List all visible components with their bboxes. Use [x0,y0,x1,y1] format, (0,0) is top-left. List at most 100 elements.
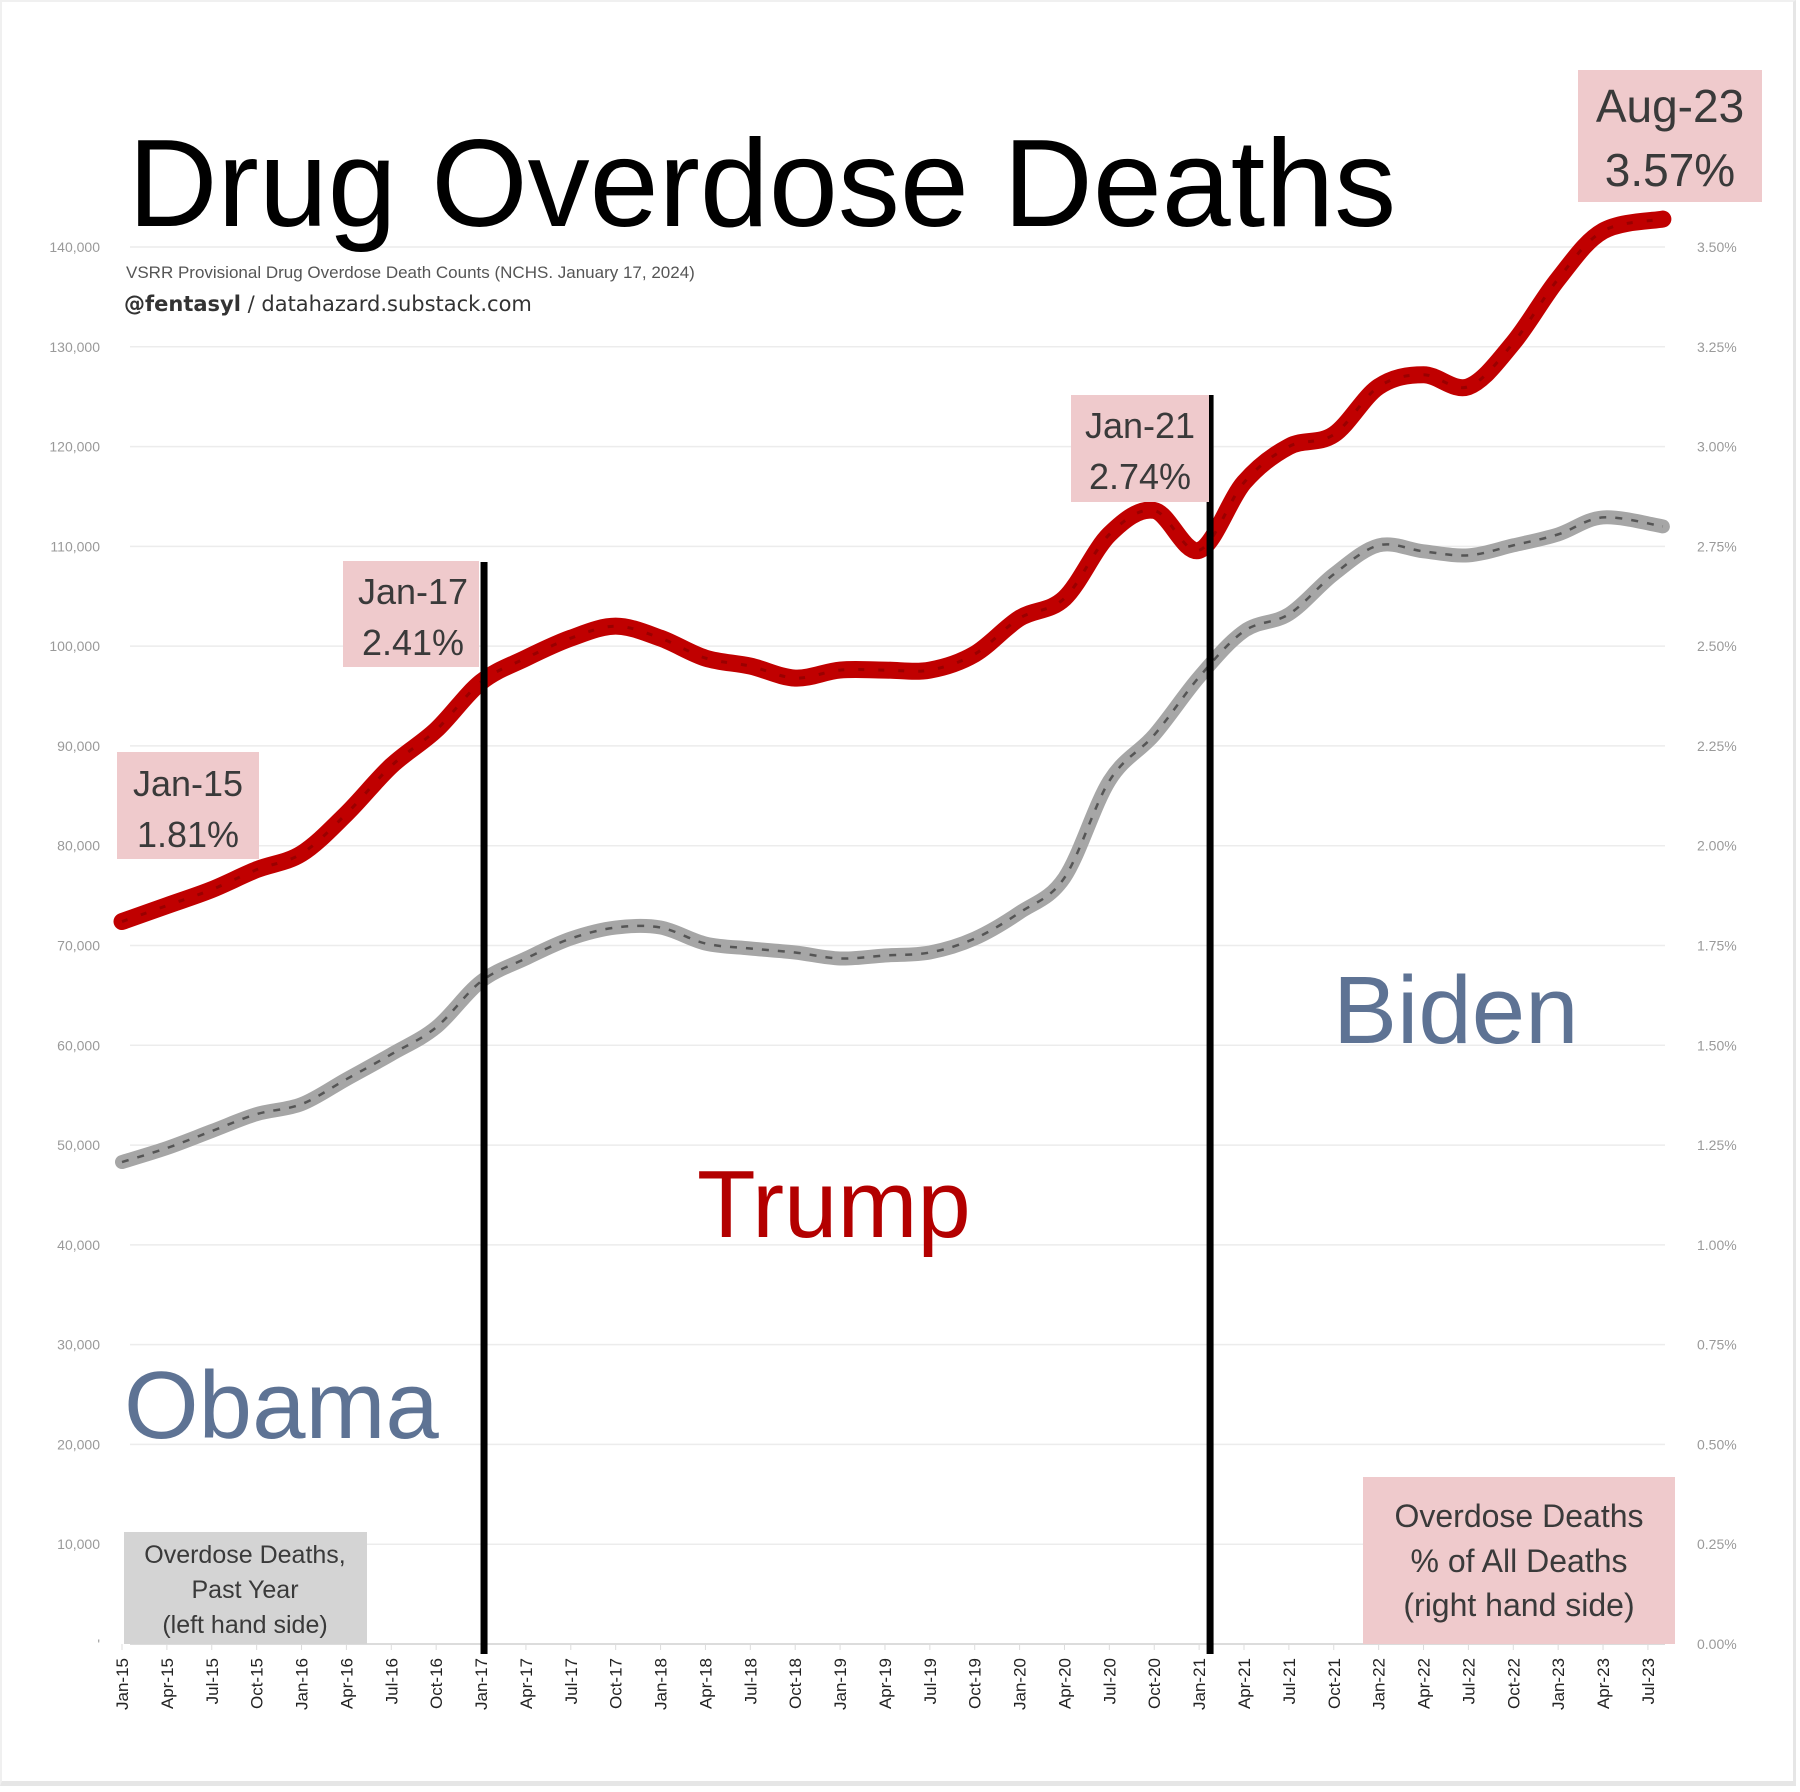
left-axis-ticks: ' 10,000 20,000 30,000 40,000 50,000 60,000 70,… [49,239,100,1652]
annotation-value: 2.41% [362,622,464,663]
era-dividers [480,395,1214,1654]
right-axis-tick-label: 2.25% [1697,738,1737,754]
legend-right-box [1363,1477,1675,1644]
left-axis-tick-label: 70,000 [57,938,100,954]
gridlines [130,246,1665,1645]
series-lines [113,210,1672,1170]
x-tick-label: Jan-15 [113,1658,132,1710]
left-axis-tick-label: 30,000 [57,1337,100,1353]
x-tick-label: Oct-15 [248,1658,267,1709]
right-axis-tick-label: 0.25% [1697,1536,1737,1552]
chart-title: Drug Overdose Deaths [128,115,1396,253]
right-axis-ticks: 0.00% 0.25% 0.50% 0.75% 1.00% 1.25% 1.50% 1.75%… [1697,239,1737,1652]
legend-right-line: Overdose Deaths [1394,1498,1643,1534]
right-axis-tick-label: 1.00% [1697,1237,1737,1253]
right-axis-tick-label: 0.75% [1697,1337,1737,1353]
x-tick-label: Oct-18 [786,1658,805,1709]
right-axis-tick-label: 2.50% [1697,638,1737,654]
annotation-date: Jan-15 [133,763,243,804]
series-line-deaths-markers [121,516,1664,1164]
x-tick-label: Jul-15 [203,1658,222,1704]
x-tick-label: Oct-16 [427,1658,446,1709]
annotation-date: Jan-17 [358,571,468,612]
right-axis-tick-label: 1.25% [1697,1137,1737,1153]
x-tick-label: Oct-22 [1504,1658,1523,1709]
right-axis-tick-label: 3.25% [1697,339,1737,355]
x-tick-label: Apr-23 [1594,1658,1613,1709]
left-axis-tick-label: 110,000 [50,538,100,554]
annotation-date: Aug-23 [1596,80,1744,132]
series-line-percent [113,210,1672,931]
right-axis-tick-label: 2.00% [1697,838,1737,854]
legend-right: Overdose Deaths % of All Deaths (right h… [1363,1477,1675,1644]
x-tick-label: Oct-20 [1145,1658,1164,1709]
left-axis-tick-label: 100,000 [49,638,100,654]
left-axis-tick-label: 120,000 [49,439,100,455]
chart-subtitle: VSRR Provisional Drug Overdose Death Cou… [126,263,695,282]
x-tick-label: Jan-22 [1370,1658,1389,1710]
left-axis-tick-label: ' [97,1636,100,1652]
right-axis-tick-label: 2.75% [1697,538,1737,554]
byline-separator: / [241,292,261,316]
annotation-date: Jan-21 [1085,405,1195,446]
annotation-box [1578,70,1762,202]
left-axis-tick-label: 10,000 [57,1536,100,1552]
legend-left-line: Overdose Deaths, [144,1541,346,1569]
x-axis-ticks: Jan-15 Apr-15 Jul-15 Oct-15 Jan-16 Apr-16 Jul-… [113,1644,1658,1710]
x-tick-label: Apr-21 [1235,1658,1254,1709]
x-tick-label: Apr-15 [158,1658,177,1709]
byline-site: datahazard.substack.com [261,292,532,316]
left-axis-tick-label: 60,000 [57,1037,100,1053]
x-tick-label: Apr-18 [696,1658,715,1709]
x-tick-label: Oct-19 [966,1658,985,1709]
legend-left-line: (left hand side) [162,1611,327,1639]
x-tick-label: Jan-23 [1549,1658,1568,1710]
x-tick-label: Jul-22 [1459,1658,1478,1704]
left-axis-tick-label: 80,000 [57,838,100,854]
left-axis-tick-label: 20,000 [57,1436,100,1452]
x-tick-label: Apr-20 [1055,1658,1074,1709]
annotation-box [1071,395,1209,502]
x-tick-label: Jul-19 [921,1658,940,1704]
x-tick-label: Jan-20 [1011,1658,1030,1710]
annotation-jan17: Jan-17 2.41% [343,561,479,667]
annotation-jan21: Jan-21 2.74% [1071,395,1209,502]
x-tick-label: Jan-17 [472,1658,491,1710]
right-axis-tick-label: 0.50% [1697,1436,1737,1452]
legend-right-line: (right hand side) [1403,1587,1634,1623]
left-axis-tick-label: 140,000 [49,239,100,255]
right-axis-tick-label: 0.00% [1697,1636,1737,1652]
x-tick-label: Jul-16 [382,1658,401,1704]
annotation-value: 1.81% [137,814,239,855]
annotation-aug23: Aug-23 3.57% [1578,70,1762,202]
right-axis-tick-label: 3.00% [1697,439,1737,455]
x-tick-label: Jan-21 [1190,1658,1209,1710]
x-tick-label: Jul-23 [1639,1658,1658,1704]
annotation-value: 3.57% [1605,144,1735,196]
era-label-biden: Biden [1333,957,1579,1064]
byline-handle: @fentasyl [124,292,241,316]
x-tick-label: Oct-21 [1325,1658,1344,1709]
x-tick-label: Jul-20 [1100,1658,1119,1704]
x-tick-label: Apr-19 [876,1658,895,1709]
legend-left-box [124,1532,367,1644]
x-tick-label: Apr-22 [1415,1658,1434,1709]
annotation-value: 2.74% [1089,456,1191,497]
legend-right-line: % of All Deaths [1411,1543,1628,1579]
right-axis-tick-label: 1.50% [1697,1037,1737,1053]
x-tick-label: Jan-18 [652,1658,671,1710]
x-tick-label: Jul-21 [1280,1658,1299,1704]
x-tick-label: Apr-17 [517,1658,536,1709]
left-axis-tick-label: 130,000 [49,339,100,355]
legend-left: Overdose Deaths, Past Year (left hand si… [124,1532,367,1644]
era-label-trump: Trump [697,1151,971,1258]
chart-byline: @fentasyl / datahazard.substack.com [124,292,532,316]
x-tick-label: Jul-17 [562,1658,581,1704]
annotation-box [343,561,479,667]
annotation-jan15: Jan-15 1.81% [117,752,259,859]
legend-left-line: Past Year [191,1576,298,1604]
x-tick-label: Jul-18 [741,1658,760,1704]
x-tick-label: Apr-16 [337,1658,356,1709]
